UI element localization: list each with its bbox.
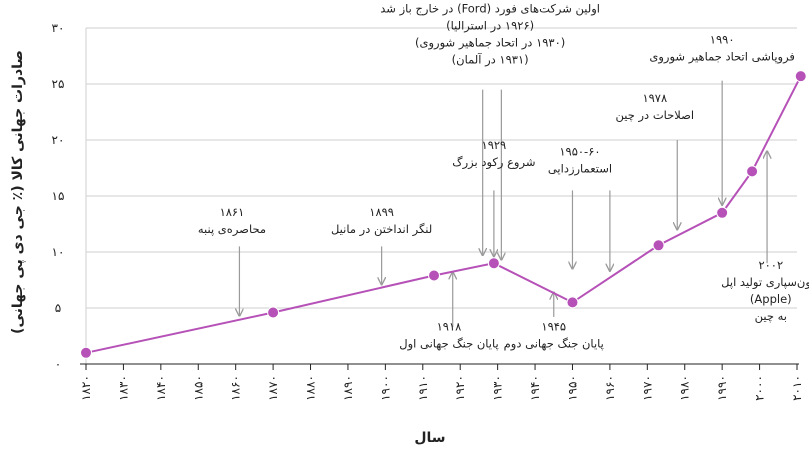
x-tick-label: ۱۸۵۰ (191, 375, 205, 401)
data-point (746, 165, 759, 178)
x-tick-label: ۱۹۱۰ (416, 375, 430, 401)
annotation-text: ۱۹۷۸ (642, 91, 667, 105)
x-tick-label: ۱۹۴۰ (528, 375, 542, 401)
annotation-text: (۱۹۲۶ در استرالیا) (446, 18, 534, 33)
data-point (428, 269, 441, 282)
y-tick-label: ۵ (55, 301, 61, 315)
data-point (794, 70, 807, 83)
annotation-text: لنگر انداختن در مانیل (331, 222, 432, 237)
x-tick-label: ۲۰۱۰ (790, 375, 804, 401)
data-point (267, 306, 280, 319)
x-tick-label: ۱۸۷۰ (266, 375, 280, 401)
x-tick-label: ۱۹۲۰ (453, 375, 467, 401)
x-tick-label: ۱۹۷۰ (640, 375, 654, 401)
annotation-text: اولین شرکت‌های فورد (Ford) در خارج باز ش… (380, 1, 600, 16)
x-tick-label: ۱۹۶۰ (603, 375, 617, 401)
annotation-text: ۱۹۴۵ (541, 319, 566, 333)
annotation-text: (۱۹۳۱ در آلمان) (452, 52, 529, 67)
annotation-text: محاصره‌ی پنبه (198, 222, 266, 237)
data-point (566, 296, 579, 309)
x-axis-title: سال (414, 430, 445, 446)
data-point (652, 239, 665, 252)
annotation-text: استعمارزدایی (548, 162, 612, 177)
annotation-text: شروع رکود بزرگ (452, 155, 535, 170)
annotation-text: پایان جنگ جهانی دوم (504, 336, 604, 351)
annotation-text: ۱۸۹۹ (369, 205, 394, 219)
x-tick-label: ۱۹۹۰ (715, 375, 729, 401)
annotation-text: (Apple) (750, 292, 792, 306)
y-axis-title: صادرات جهانی کالا (٪ جی دی پی جهانی) (10, 50, 26, 334)
x-tick-label: ۱۸۴۰ (154, 375, 168, 401)
x-tick-label: ۱۹۰۰ (378, 375, 392, 401)
annotation-text: (۱۹۳۰ در اتحاد جماهیر شوروی) (415, 35, 565, 50)
x-tick-label: ۱۹۳۰ (491, 375, 505, 401)
y-tick-label: ۱۵ (52, 189, 65, 203)
x-tick-label: ۱۸۶۰ (229, 375, 243, 401)
series (80, 70, 807, 359)
x-tick-label: ۱۸۹۰ (341, 375, 355, 401)
annotation-text: اصلاحات در چین (616, 108, 695, 123)
annotation-text: به چین (755, 309, 787, 324)
annotation-text: ۲۰۰۲ (758, 258, 783, 272)
x-tick-label: ۱۹۸۰ (678, 375, 692, 401)
annotation-text: ۱۸۶۱ (220, 205, 245, 219)
data-point (487, 257, 500, 270)
y-tick-label: ۲۵ (52, 77, 65, 91)
x-tick-label: ۱۸۲۰ (79, 375, 93, 401)
annotation-arrows (239, 80, 767, 328)
data-point (80, 346, 92, 359)
data-point (716, 206, 729, 219)
y-tick-label: ۰ (55, 357, 61, 371)
y-axis: ۰ ۵ ۱۰ ۱۵ ۲۰ ۲۵ ۳۰ (52, 21, 87, 371)
annotation-text: ۱۹۲۹ (482, 138, 507, 152)
x-tick-label: ۱۸۳۰ (116, 375, 130, 401)
x-axis: ۱۸۲۰ ۱۸۳۰ ۱۸۴۰ ۱۸۵۰ ۱۸۶۰ ۱۸۷۰ ۱۸۸۰ ۱۸۹۰ ۱۹۰۰ ۱۹۱۰… (79, 363, 804, 401)
annotation-text: برون‌سپاری تولید اپل (721, 275, 809, 290)
annotation-text: ۱۹۱۸ (437, 319, 462, 333)
annotation-text: ۱۹۵۰-۶۰ (559, 145, 600, 159)
annotation-text: ۱۹۹۰ (710, 33, 735, 47)
x-tick-label: ۱۹۵۰ (565, 375, 579, 401)
annotation-text: فروپاشی اتحاد جماهیر شوروی (649, 50, 795, 65)
x-tick-label: ۲۰۰۰ (753, 375, 767, 401)
y-tick-label: ۳۰ (52, 21, 65, 35)
annotations: ۱۸۶۱ محاصره‌ی پنبه ۱۸۹۹ لنگر انداختن در مان… (198, 1, 809, 351)
x-tick-label: ۱۸۸۰ (304, 375, 318, 401)
y-tick-label: ۱۰ (52, 245, 65, 259)
annotation-text: پایان جنگ جهانی اول (399, 336, 499, 351)
y-tick-label: ۲۰ (52, 133, 65, 147)
grid-lines (86, 27, 797, 309)
